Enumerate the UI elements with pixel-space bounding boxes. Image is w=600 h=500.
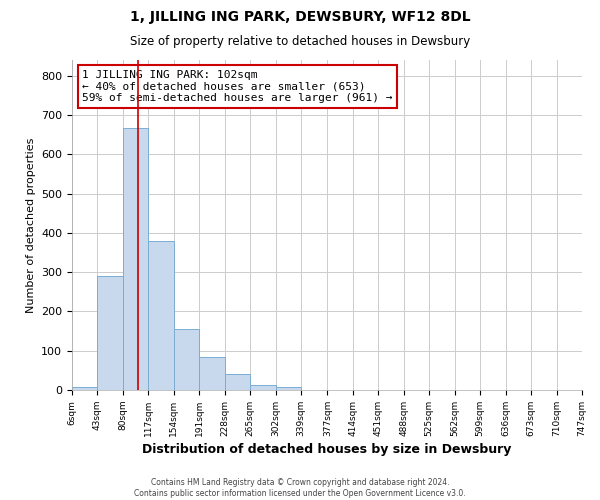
Text: Size of property relative to detached houses in Dewsbury: Size of property relative to detached ho… bbox=[130, 35, 470, 48]
Text: Contains HM Land Registry data © Crown copyright and database right 2024.
Contai: Contains HM Land Registry data © Crown c… bbox=[134, 478, 466, 498]
X-axis label: Distribution of detached houses by size in Dewsbury: Distribution of detached houses by size … bbox=[142, 443, 512, 456]
Bar bbox=[174, 329, 199, 390]
Bar bbox=[250, 385, 276, 390]
Bar bbox=[148, 242, 174, 390]
Text: 1 JILLING ING PARK: 102sqm
← 40% of detached houses are smaller (653)
59% of sem: 1 JILLING ING PARK: 102sqm ← 40% of deta… bbox=[82, 70, 392, 103]
Bar bbox=[123, 128, 148, 390]
Bar bbox=[72, 387, 97, 390]
Y-axis label: Number of detached properties: Number of detached properties bbox=[26, 138, 35, 312]
Text: 1, JILLING ING PARK, DEWSBURY, WF12 8DL: 1, JILLING ING PARK, DEWSBURY, WF12 8DL bbox=[130, 10, 470, 24]
Bar bbox=[276, 387, 301, 390]
Bar bbox=[225, 374, 250, 390]
Bar bbox=[199, 356, 225, 390]
Bar bbox=[97, 276, 123, 390]
